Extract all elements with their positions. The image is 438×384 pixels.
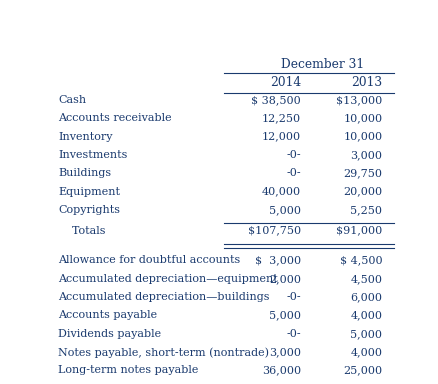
- Text: 36,000: 36,000: [262, 366, 301, 376]
- Text: $ 38,500: $ 38,500: [251, 95, 301, 105]
- Text: Dividends payable: Dividends payable: [58, 329, 161, 339]
- Text: Allowance for doubtful accounts: Allowance for doubtful accounts: [58, 255, 240, 265]
- Text: $107,750: $107,750: [248, 225, 301, 235]
- Text: December 31: December 31: [281, 58, 364, 71]
- Text: -0-: -0-: [286, 168, 301, 178]
- Text: $  3,000: $ 3,000: [255, 255, 301, 265]
- Text: 10,000: 10,000: [343, 132, 382, 142]
- Text: Long-term notes payable: Long-term notes payable: [58, 366, 198, 376]
- Text: Cash: Cash: [58, 95, 86, 105]
- Text: 2014: 2014: [270, 76, 301, 89]
- Text: 10,000: 10,000: [343, 113, 382, 123]
- Text: 5,000: 5,000: [269, 205, 301, 215]
- Text: Totals: Totals: [65, 225, 106, 235]
- Text: 3,000: 3,000: [350, 150, 382, 160]
- Text: Inventory: Inventory: [58, 132, 113, 142]
- Text: Copyrights: Copyrights: [58, 205, 120, 215]
- Text: 2013: 2013: [351, 76, 383, 89]
- Text: Accumulated depreciation—equipment: Accumulated depreciation—equipment: [58, 274, 278, 284]
- Text: 20,000: 20,000: [343, 187, 382, 197]
- Text: 12,000: 12,000: [262, 132, 301, 142]
- Text: Investments: Investments: [58, 150, 127, 160]
- Text: $13,000: $13,000: [336, 95, 382, 105]
- Text: 29,750: 29,750: [343, 168, 382, 178]
- Text: 25,000: 25,000: [343, 366, 382, 376]
- Text: Buildings: Buildings: [58, 168, 111, 178]
- Text: -0-: -0-: [286, 150, 301, 160]
- Text: -0-: -0-: [286, 329, 301, 339]
- Text: 2,000: 2,000: [269, 274, 301, 284]
- Text: 6,000: 6,000: [350, 292, 382, 302]
- Text: -0-: -0-: [286, 292, 301, 302]
- Text: 12,250: 12,250: [262, 113, 301, 123]
- Text: 4,000: 4,000: [350, 310, 382, 320]
- Text: 4,000: 4,000: [350, 347, 382, 357]
- Text: $ 4,500: $ 4,500: [340, 255, 382, 265]
- Text: 4,500: 4,500: [350, 274, 382, 284]
- Text: 5,000: 5,000: [350, 329, 382, 339]
- Text: Notes payable, short-term (nontrade): Notes payable, short-term (nontrade): [58, 347, 269, 358]
- Text: 5,000: 5,000: [269, 310, 301, 320]
- Text: Accumulated depreciation—buildings: Accumulated depreciation—buildings: [58, 292, 270, 302]
- Text: $91,000: $91,000: [336, 225, 382, 235]
- Text: 3,000: 3,000: [269, 347, 301, 357]
- Text: 40,000: 40,000: [262, 187, 301, 197]
- Text: Accounts payable: Accounts payable: [58, 310, 157, 320]
- Text: Accounts receivable: Accounts receivable: [58, 113, 172, 123]
- Text: 5,250: 5,250: [350, 205, 382, 215]
- Text: Equipment: Equipment: [58, 187, 120, 197]
